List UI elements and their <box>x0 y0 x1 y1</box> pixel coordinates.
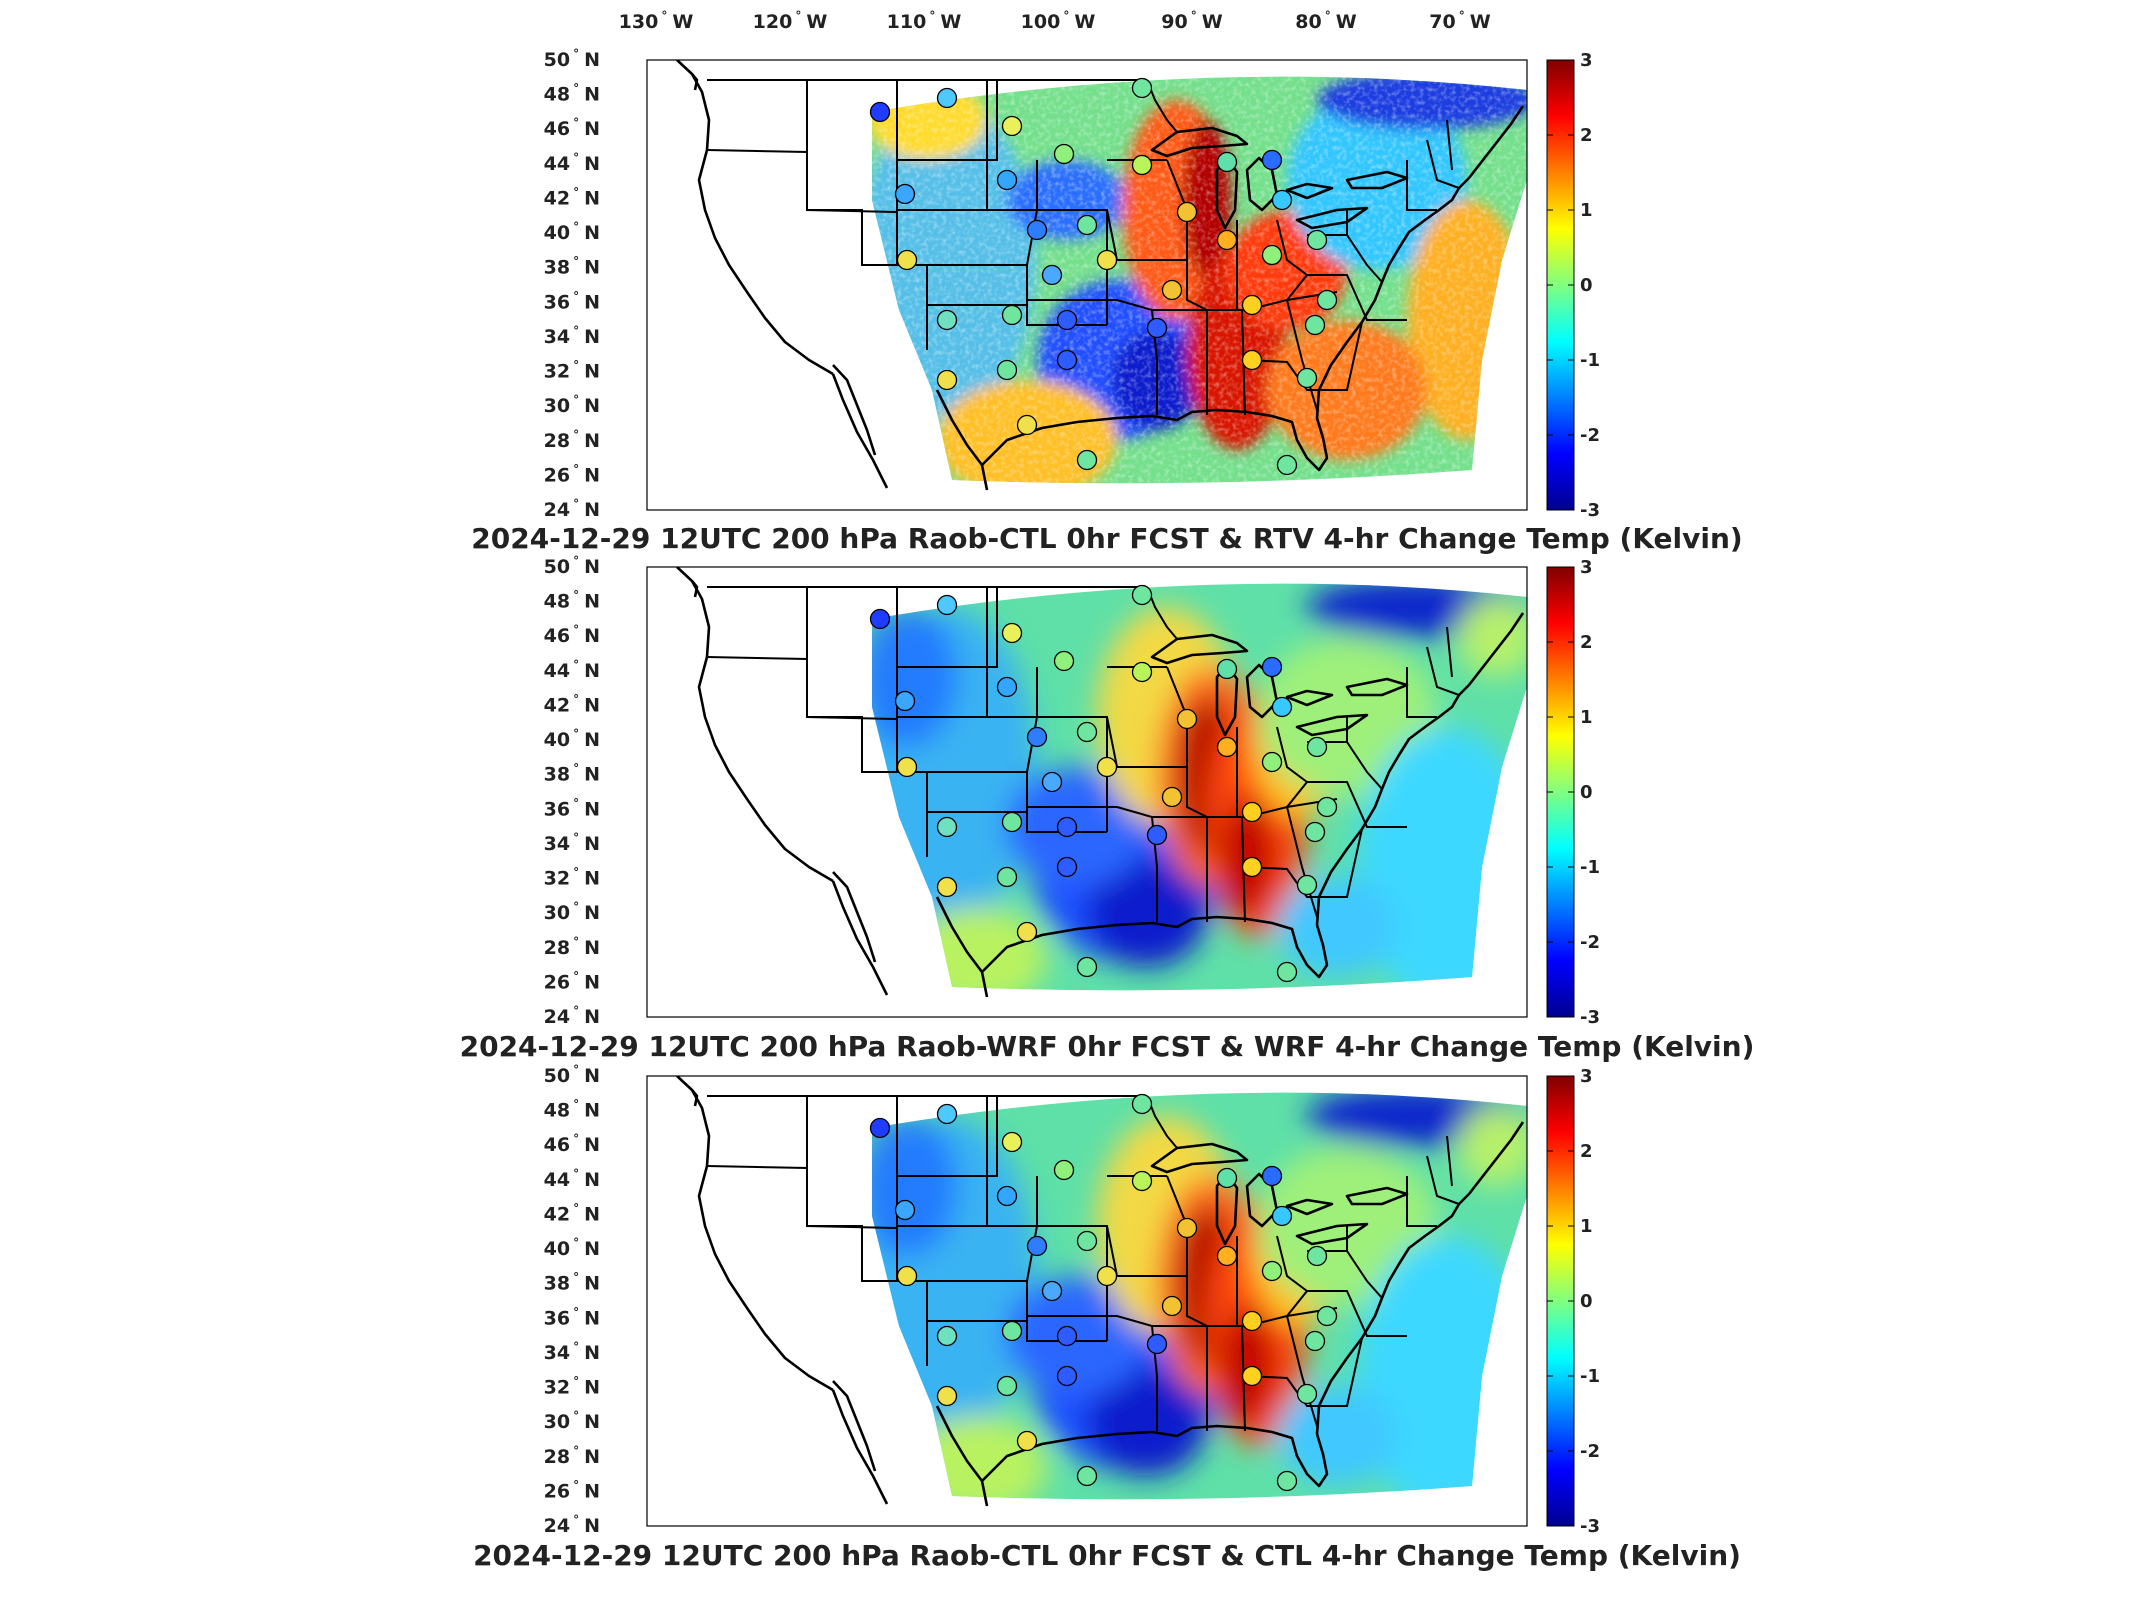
map-area <box>646 1075 1537 1527</box>
lat-label: 38 ° N <box>544 255 600 279</box>
lat-label: 24 ° N <box>544 497 600 521</box>
colorbar-tick-label: -3 <box>1580 500 1600 521</box>
colorbar-tick-label: -1 <box>1580 350 1600 371</box>
colorbar: 3 2 1 0 -1 -2 -3 <box>1546 50 1600 521</box>
map-area <box>646 566 1537 1018</box>
lat-label: 38 ° N <box>544 762 600 786</box>
colorbar-tick-label: -2 <box>1580 932 1600 953</box>
map-frame <box>646 566 1528 1018</box>
lat-label: 30 ° N <box>544 393 600 417</box>
lat-label: 46 ° N <box>544 623 600 647</box>
lat-label: 50 ° N <box>544 1063 600 1087</box>
lat-label: 26 ° N <box>544 1478 600 1502</box>
lat-label: 36 ° N <box>544 796 600 820</box>
panel-title: 2024-12-29 12UTC 200 hPa Raob-WRF 0hr FC… <box>460 1030 1755 1063</box>
lat-label: 34 ° N <box>544 1340 600 1364</box>
latitude-labels: 50 ° N 48 ° N 46 ° N 44 ° N 42 ° N 40 ° N 38 ° N 36 ° N 34 ° N 32 ° N… <box>544 1063 600 1537</box>
colorbar-tick-label: -2 <box>1580 425 1600 446</box>
colorbar-tick-label: -2 <box>1580 1441 1600 1462</box>
colorbar-tick-label: 0 <box>1580 1291 1593 1312</box>
map-panel-2: 50 ° N 48 ° N 46 ° N 44 ° N 42 ° N 40 ° N 38 ° N 36 ° N 34 ° N 32 ° N… <box>460 554 1755 1063</box>
colorbar-tick-label: 0 <box>1580 782 1593 803</box>
colorbar-tick-label: 1 <box>1580 200 1593 221</box>
colorbar-tick-label: 0 <box>1580 275 1593 296</box>
longitude-labels: 130 ° W 120 ° W 110 ° W 100 ° W 90 ° W 80 ° W 70 ° W <box>619 9 1491 33</box>
lat-label: 40 ° N <box>544 727 600 751</box>
lat-label: 34 ° N <box>544 831 600 855</box>
map-frame <box>646 1075 1528 1527</box>
temperature-field <box>647 1076 1537 1526</box>
lat-label: 28 ° N <box>544 428 600 452</box>
temperature-field <box>647 567 1537 1017</box>
lat-label: 48 ° N <box>544 82 600 106</box>
lat-label: 36 ° N <box>544 289 600 313</box>
colorbar-tick-label: 3 <box>1580 1066 1593 1087</box>
lat-label: 32 ° N <box>544 359 600 383</box>
colorbar-tick-label: -3 <box>1580 1516 1600 1537</box>
map-area <box>646 59 1537 511</box>
colorbar-tick-label: -3 <box>1580 1007 1600 1028</box>
lat-label: 26 ° N <box>544 462 600 486</box>
lat-label: 42 ° N <box>544 1201 600 1225</box>
lat-label: 46 ° N <box>544 116 600 140</box>
lat-label: 50 ° N <box>544 47 600 71</box>
lat-label: 28 ° N <box>544 1444 600 1468</box>
lat-label: 38 ° N <box>544 1271 600 1295</box>
lat-label: 42 ° N <box>544 692 600 716</box>
lat-label: 44 ° N <box>544 151 600 175</box>
lat-label: 42 ° N <box>544 185 600 209</box>
map-frame <box>646 59 1528 511</box>
lon-label: 120 ° W <box>753 9 828 33</box>
panel-title: 2024-12-29 12UTC 200 hPa Raob-CTL 0hr FC… <box>471 522 1742 555</box>
lat-label: 28 ° N <box>544 935 600 959</box>
colorbar: 3 2 1 0 -1 -2 -3 <box>1546 1066 1600 1537</box>
panels: 50 ° N 48 ° N 46 ° N 44 ° N 42 ° N 40 ° N 38 ° N 36 ° N 34 ° N 32 ° N… <box>460 47 1755 1572</box>
lon-label: 90 ° W <box>1161 9 1222 33</box>
lat-label: 26 ° N <box>544 969 600 993</box>
panel-title: 2024-12-29 12UTC 200 hPa Raob-CTL 0hr FC… <box>473 1539 1741 1572</box>
lat-label: 44 ° N <box>544 658 600 682</box>
colorbar: 3 2 1 0 -1 -2 -3 <box>1546 557 1600 1028</box>
lon-label: 70 ° W <box>1429 9 1490 33</box>
lat-label: 36 ° N <box>544 1305 600 1329</box>
map-panel-3: 50 ° N 48 ° N 46 ° N 44 ° N 42 ° N 40 ° N 38 ° N 36 ° N 34 ° N 32 ° N… <box>473 1063 1741 1572</box>
colorbar-tick-label: 2 <box>1580 1141 1593 1162</box>
colorbar-tick-label: 3 <box>1580 50 1593 71</box>
latitude-labels: 50 ° N 48 ° N 46 ° N 44 ° N 42 ° N 40 ° N 38 ° N 36 ° N 34 ° N 32 ° N… <box>544 47 600 521</box>
lat-label: 48 ° N <box>544 1098 600 1122</box>
latitude-labels: 50 ° N 48 ° N 46 ° N 44 ° N 42 ° N 40 ° N 38 ° N 36 ° N 34 ° N 32 ° N… <box>544 554 600 1028</box>
colorbar-tick-label: 2 <box>1580 632 1593 653</box>
lat-label: 50 ° N <box>544 554 600 578</box>
colorbar-tick-label: -1 <box>1580 857 1600 878</box>
lat-label: 40 ° N <box>544 220 600 244</box>
lat-label: 32 ° N <box>544 1375 600 1399</box>
colorbar-tick-label: 2 <box>1580 125 1593 146</box>
lat-label: 40 ° N <box>544 1236 600 1260</box>
lat-label: 44 ° N <box>544 1167 600 1191</box>
lon-label: 110 ° W <box>887 9 962 33</box>
lat-label: 30 ° N <box>544 900 600 924</box>
lat-label: 30 ° N <box>544 1409 600 1433</box>
colorbar-tick-label: 1 <box>1580 707 1593 728</box>
lat-label: 46 ° N <box>544 1132 600 1156</box>
colorbar-tick-label: 3 <box>1580 557 1593 578</box>
lat-label: 48 ° N <box>544 589 600 613</box>
lon-label: 130 ° W <box>619 9 694 33</box>
colorbar-tick-label: 1 <box>1580 1216 1593 1237</box>
colorbar-tick-label: -1 <box>1580 1366 1600 1387</box>
lon-label: 80 ° W <box>1295 9 1356 33</box>
lat-label: 34 ° N <box>544 324 600 348</box>
lat-label: 32 ° N <box>544 866 600 890</box>
temperature-field <box>647 60 1537 510</box>
lat-label: 24 ° N <box>544 1513 600 1537</box>
lon-label: 100 ° W <box>1021 9 1096 33</box>
lat-label: 24 ° N <box>544 1004 600 1028</box>
map-panel-1: 50 ° N 48 ° N 46 ° N 44 ° N 42 ° N 40 ° N 38 ° N 36 ° N 34 ° N 32 ° N… <box>471 47 1742 555</box>
